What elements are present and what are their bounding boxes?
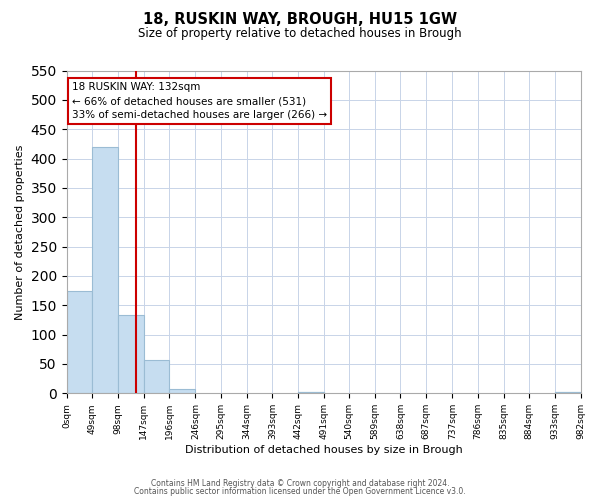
- Text: Contains public sector information licensed under the Open Government Licence v3: Contains public sector information licen…: [134, 487, 466, 496]
- Bar: [92, 147, 118, 394]
- Bar: [298, 392, 323, 394]
- Bar: [555, 392, 580, 394]
- Text: Size of property relative to detached houses in Brough: Size of property relative to detached ho…: [138, 28, 462, 40]
- Y-axis label: Number of detached properties: Number of detached properties: [15, 144, 25, 320]
- Bar: [143, 360, 169, 394]
- Bar: [67, 290, 92, 394]
- Bar: [169, 388, 196, 394]
- Bar: [298, 392, 323, 394]
- Text: Contains HM Land Registry data © Crown copyright and database right 2024.: Contains HM Land Registry data © Crown c…: [151, 478, 449, 488]
- Bar: [555, 392, 580, 394]
- Text: 18, RUSKIN WAY, BROUGH, HU15 1GW: 18, RUSKIN WAY, BROUGH, HU15 1GW: [143, 12, 457, 28]
- Bar: [118, 316, 143, 394]
- Text: 18 RUSKIN WAY: 132sqm
← 66% of detached houses are smaller (531)
33% of semi-det: 18 RUSKIN WAY: 132sqm ← 66% of detached …: [72, 82, 327, 120]
- X-axis label: Distribution of detached houses by size in Brough: Distribution of detached houses by size …: [185, 445, 463, 455]
